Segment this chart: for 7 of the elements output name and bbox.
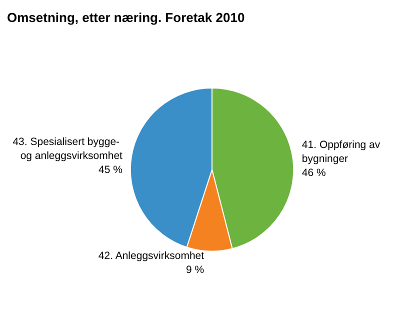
slice-label: 41. Oppføring av bygninger (302, 138, 384, 165)
slice-label: 42. Anleggsvirksomhet (98, 250, 204, 262)
slice-label: 43. Spesialisert bygge- og anleggsvirksomhet (12, 136, 123, 162)
chart-title: Omsetning, etter næring. Foretak 2010 (7, 10, 245, 25)
data-label: 9 % (186, 264, 204, 276)
data-label: 46 % (302, 166, 326, 179)
data-label: 45 % (98, 164, 122, 176)
